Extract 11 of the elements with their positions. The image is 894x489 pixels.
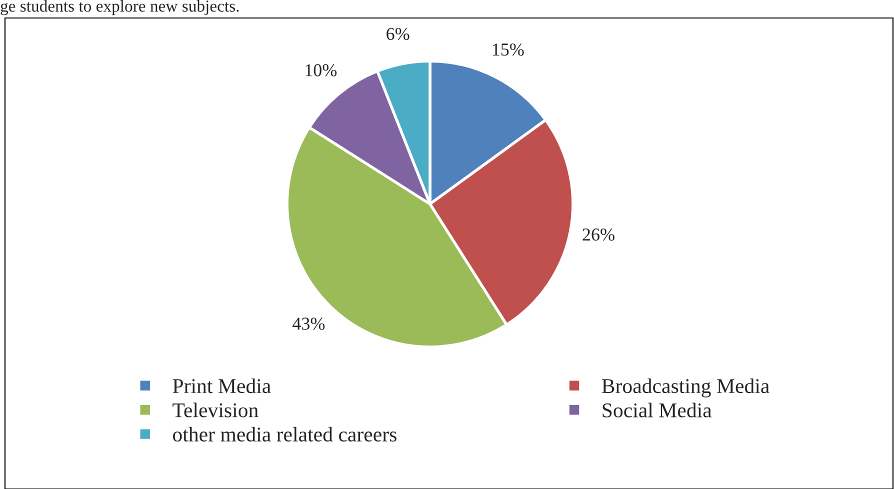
data-label: 43% xyxy=(292,318,325,330)
legend-label: Television xyxy=(172,402,258,418)
legend-label: Social Media xyxy=(602,402,712,418)
legend-label: other media related careers xyxy=(172,426,396,442)
legend-label: Broadcasting Media xyxy=(602,378,770,398)
text: ge students to explore new subjects. xyxy=(0,0,239,16)
data-label: 6% xyxy=(386,28,410,40)
data-label: 10% xyxy=(306,64,337,76)
data-label: 15% xyxy=(492,43,524,56)
data-label: 26% xyxy=(582,228,614,241)
legend-label: Print Media xyxy=(172,378,271,394)
